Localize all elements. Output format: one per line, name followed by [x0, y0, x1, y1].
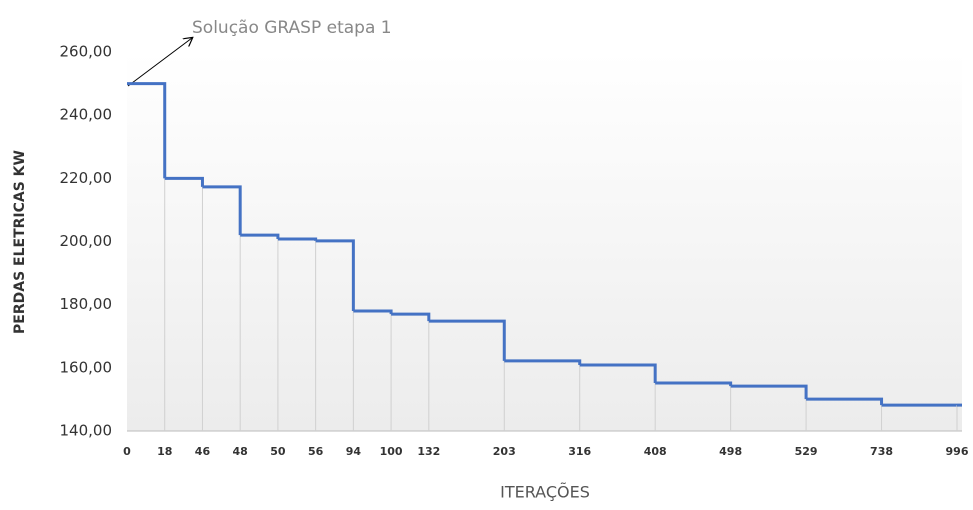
x-tick-label: 498 — [719, 445, 742, 458]
step-line — [579, 363, 657, 383]
plot-area — [127, 52, 962, 431]
x-tick-label: 100 — [380, 445, 403, 458]
step-line — [655, 381, 733, 387]
step-line — [164, 176, 204, 187]
step-line — [504, 359, 582, 365]
y-tick-label: 180,00 — [60, 295, 113, 313]
x-tick-label: 996 — [946, 445, 969, 458]
y-tick-label: 200,00 — [60, 232, 113, 250]
step-line — [806, 397, 884, 406]
step-line — [391, 312, 431, 322]
y-axis-label: PERDAS ELETRICAS KW — [12, 150, 28, 334]
step-line — [240, 233, 280, 239]
x-tick-label: 316 — [568, 445, 591, 458]
x-tick-label: 18 — [157, 445, 172, 458]
x-tick-label: 408 — [644, 445, 667, 458]
y-tick-label: 260,00 — [60, 43, 113, 61]
annotation: Solução GRASP etapa 1 — [192, 18, 392, 38]
x-tick-label: 738 — [870, 445, 893, 458]
step-line — [202, 185, 242, 236]
step-line — [730, 384, 808, 400]
x-tick-label: 56 — [308, 445, 324, 458]
step-line — [428, 319, 506, 361]
step-line — [277, 237, 318, 241]
step-line — [127, 82, 167, 179]
x-tick-label: 46 — [195, 445, 211, 458]
annotation-arrow — [127, 38, 192, 87]
y-tick-label: 140,00 — [60, 422, 113, 440]
y-tick-label: 240,00 — [60, 106, 113, 124]
x-tick-label: 529 — [795, 445, 818, 458]
x-tick-label: 50 — [270, 445, 286, 458]
x-tick-label: 0 — [123, 445, 131, 458]
x-tick-label: 48 — [233, 445, 248, 458]
x-axis-label: ITERAÇÕES — [500, 483, 590, 502]
y-tick-label: 160,00 — [60, 358, 113, 376]
x-tick-label: 203 — [493, 445, 516, 458]
x-tick-label: 94 — [346, 445, 362, 458]
step-line — [315, 239, 355, 311]
x-tick-label: 132 — [417, 445, 440, 458]
y-tick-label: 220,00 — [60, 169, 113, 187]
